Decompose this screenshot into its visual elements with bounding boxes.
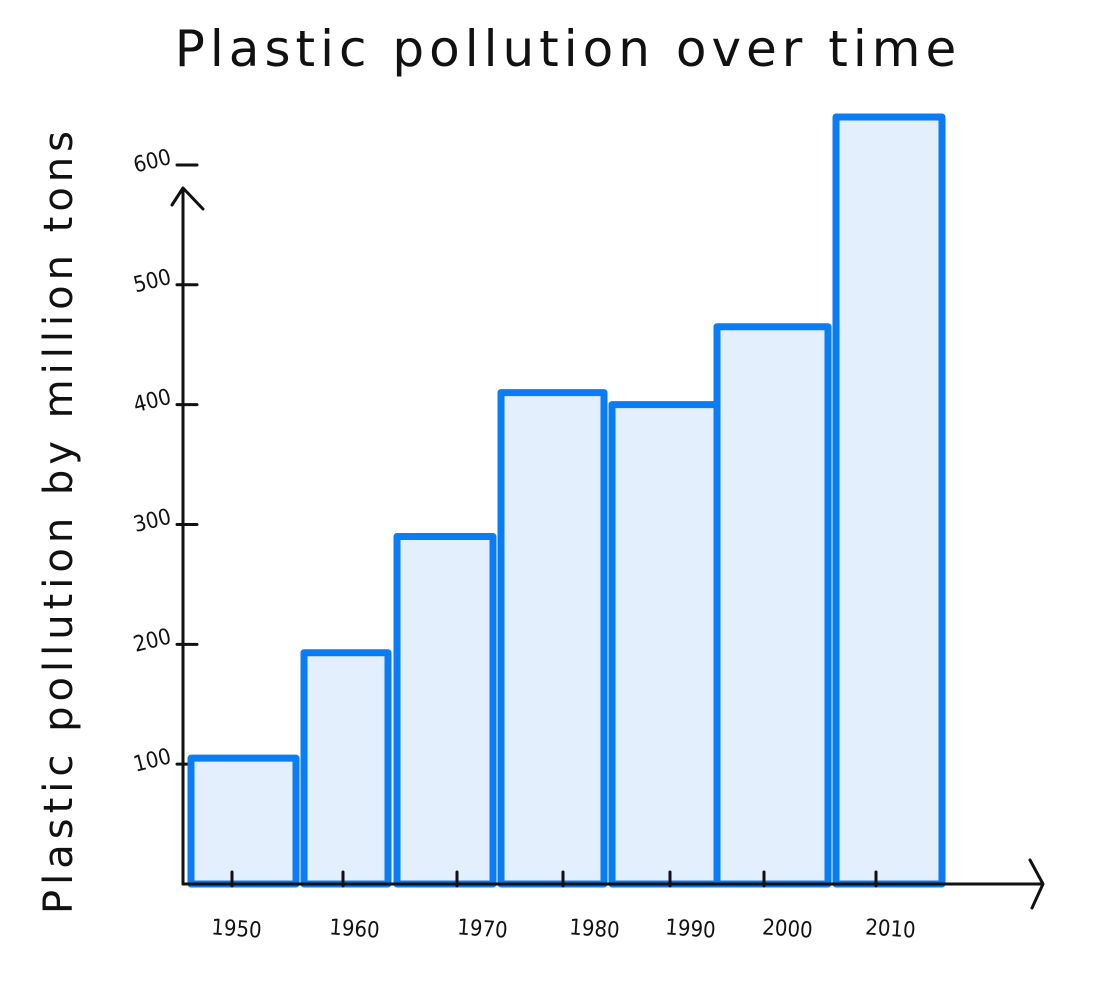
y-tick-label-100: 100	[131, 744, 174, 777]
x-axis-line	[181, 858, 1045, 910]
bar-1980	[497, 389, 608, 888]
bar-1970	[393, 532, 497, 888]
x-tick-label-1990: 1990	[664, 915, 716, 943]
y-axis-label: Plastic pollution by million tons	[36, 126, 82, 914]
bar-1950	[187, 754, 300, 888]
y-tick-label-400: 400	[131, 385, 174, 418]
x-tick-label-2010: 2010	[864, 915, 916, 943]
y-axis-ticks: 100 200 300 400 500 600	[131, 145, 199, 778]
x-tick-label-2000: 2000	[761, 915, 813, 943]
bar-1990	[608, 401, 721, 888]
x-tick-label-1980: 1980	[568, 915, 620, 943]
x-tick-label-1960: 1960	[328, 915, 380, 943]
x-tick-label-1950: 1950	[210, 915, 262, 943]
bar-2010	[832, 113, 946, 888]
bars	[187, 113, 946, 888]
x-tick-label-1970: 1970	[456, 915, 508, 943]
y-tick-label-300: 300	[131, 505, 174, 538]
y-tick-label-500: 500	[131, 265, 174, 298]
y-axis-line	[170, 186, 205, 886]
bar-1960	[300, 649, 392, 888]
y-tick-label-200: 200	[131, 624, 174, 657]
y-tick-label-600: 600	[131, 145, 174, 178]
bar-2000	[713, 323, 832, 888]
chart-title: Plastic pollution over time	[175, 20, 961, 78]
